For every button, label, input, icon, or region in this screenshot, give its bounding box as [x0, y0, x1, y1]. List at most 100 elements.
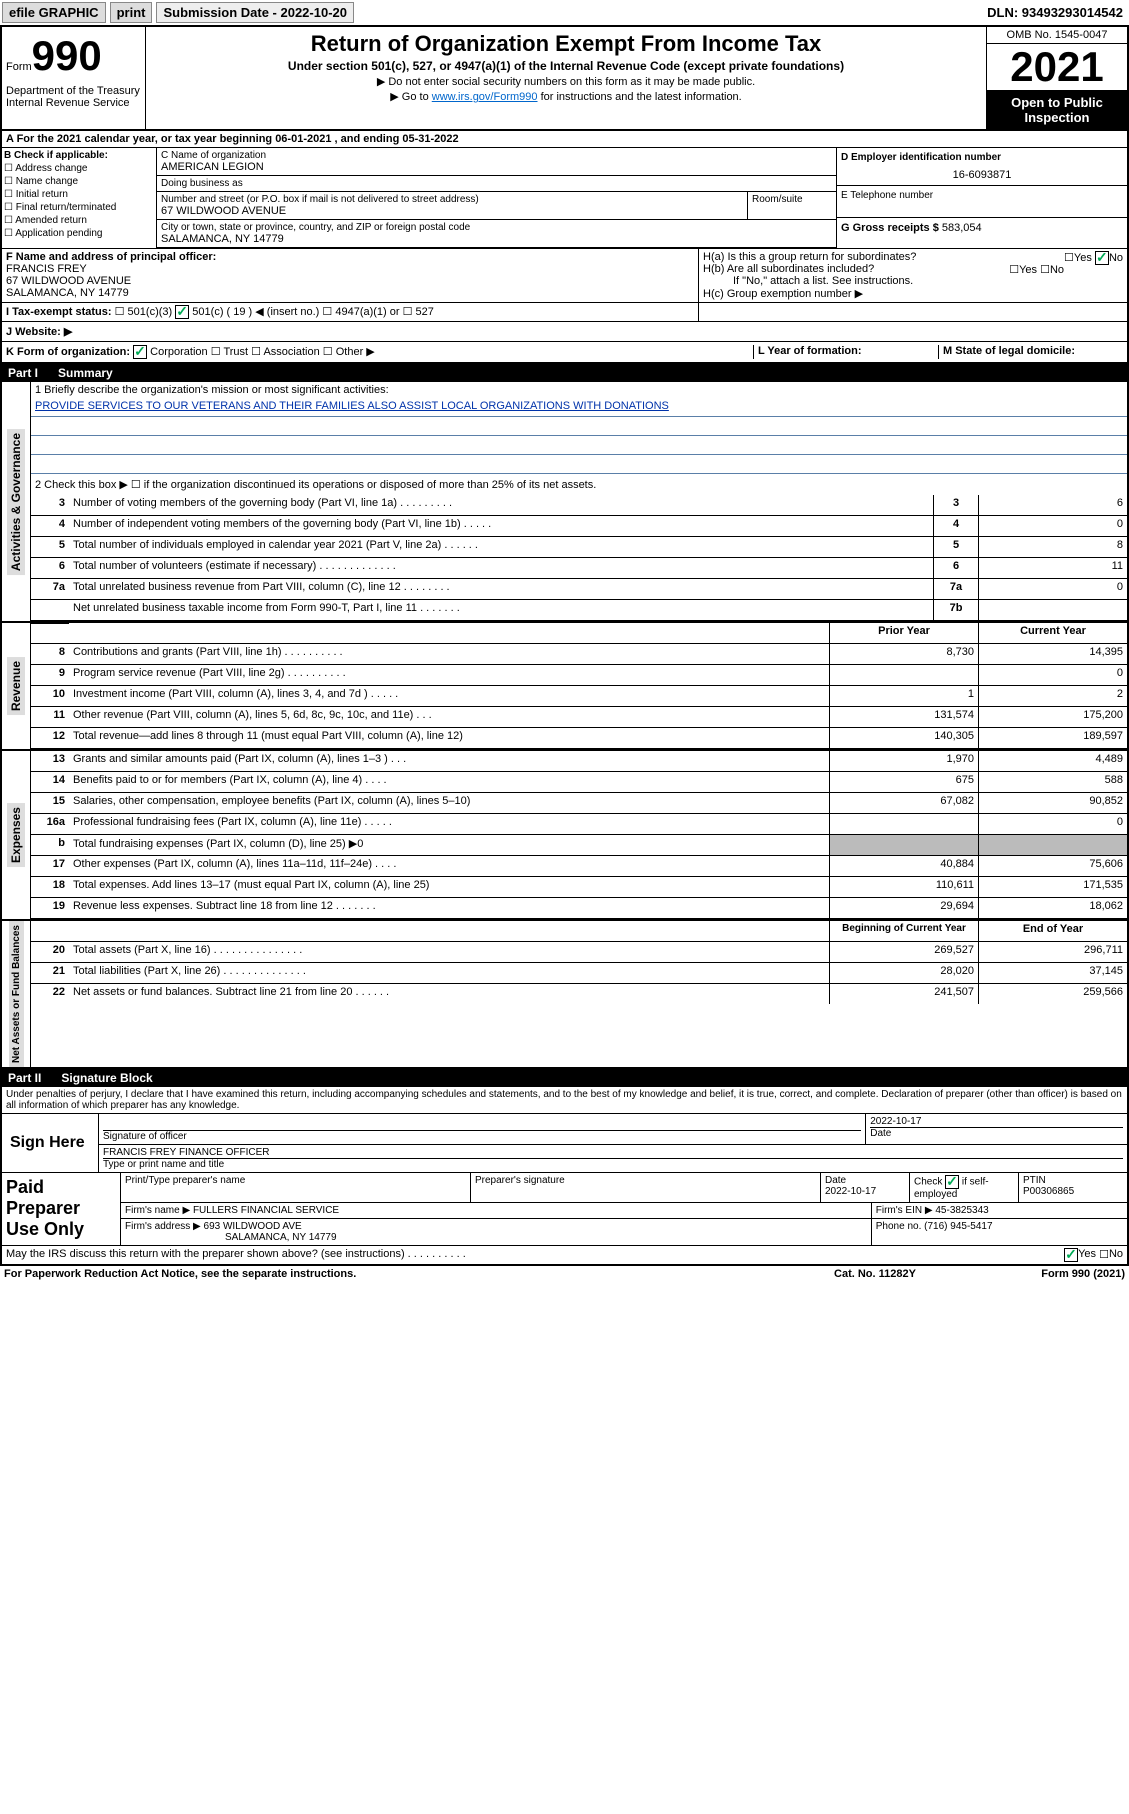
netassets-label: Net Assets or Fund Balances	[9, 921, 24, 1067]
revenue-row: 11Other revenue (Part VIII, column (A), …	[31, 707, 1127, 728]
officer-name-cell: FRANCIS FREY FINANCE OFFICER Type or pri…	[99, 1145, 1127, 1172]
governance-label: Activities & Governance	[7, 429, 25, 575]
group-return-section: H(a) Is this a group return for subordin…	[699, 249, 1127, 302]
gov-row: 7aTotal unrelated business revenue from …	[31, 579, 1127, 600]
prep-date-cell: Date 2022-10-17	[821, 1173, 910, 1202]
corp-check[interactable]	[133, 345, 147, 359]
governance-section: 1 Briefly describe the organization's mi…	[31, 382, 1127, 621]
efile-button[interactable]: efile GRAPHIC	[2, 2, 106, 23]
prior-year-header: Prior Year	[829, 623, 978, 643]
firm-ein-label: Firm's EIN ▶	[876, 1205, 933, 1216]
row-k: K Form of organization: Corporation ☐ Tr…	[0, 342, 1129, 364]
firm-name-cell: Firm's name ▶ FULLERS FINANCIAL SERVICE	[121, 1203, 872, 1218]
part2-header: Part II Signature Block	[0, 1069, 1129, 1087]
netassets-row: 21Total liabilities (Part X, line 26) . …	[31, 963, 1127, 984]
gross-receipts-cell: G Gross receipts $ 583,054	[837, 218, 1127, 249]
part1-subtitle: Summary	[58, 366, 113, 380]
submission-date: Submission Date - 2022-10-20	[156, 2, 354, 23]
mission-blank3	[31, 455, 1127, 474]
form-header: Form990 Department of the Treasury Inter…	[0, 25, 1129, 131]
dba-cell: Doing business as	[157, 176, 836, 192]
association[interactable]: Association	[263, 346, 319, 358]
expense-row: 19Revenue less expenses. Subtract line 1…	[31, 898, 1127, 919]
4947[interactable]: 4947(a)(1) or	[335, 306, 399, 318]
form-subtitle: Under section 501(c), 527, or 4947(a)(1)…	[154, 59, 978, 73]
part1-body: Activities & Governance 1 Briefly descri…	[0, 382, 1129, 1069]
footer-right: Form 990 (2021)	[975, 1268, 1125, 1280]
revenue-row: 9Program service revenue (Part VIII, lin…	[31, 665, 1127, 686]
check-name-change[interactable]: ☐ Name change	[4, 176, 154, 187]
officer-addr2: SALAMANCA, NY 14779	[6, 287, 694, 299]
ha-yes[interactable]: Yes	[1074, 252, 1092, 264]
netassets-row: 22Net assets or fund balances. Subtract …	[31, 984, 1127, 1004]
527[interactable]: 527	[416, 306, 434, 318]
tax-year: 2021	[987, 44, 1127, 91]
footer-left: For Paperwork Reduction Act Notice, see …	[4, 1268, 775, 1280]
telephone-cell: E Telephone number	[837, 186, 1127, 218]
org-info-block: B Check if applicable: ☐ Address change …	[0, 148, 1129, 249]
self-employed-check[interactable]	[945, 1175, 959, 1189]
check-final-return[interactable]: ☐ Final return/terminated	[4, 202, 154, 213]
mission-text: PROVIDE SERVICES TO OUR VETERANS AND THE…	[31, 398, 1127, 417]
org-name: AMERICAN LEGION	[161, 161, 832, 173]
row-j-website: J Website: ▶	[0, 322, 1129, 342]
print-button[interactable]: print	[110, 2, 153, 23]
open-to-public: Open to Public Inspection	[987, 91, 1127, 129]
irs-link[interactable]: www.irs.gov/Form990	[432, 91, 538, 103]
officer-name: FRANCIS FREY	[6, 263, 694, 275]
may-irs-row: May the IRS discuss this return with the…	[2, 1245, 1127, 1264]
gov-row: 6Total number of volunteers (estimate if…	[31, 558, 1127, 579]
form-title: Return of Organization Exempt From Incom…	[154, 31, 978, 57]
form-label: Form	[6, 61, 32, 73]
gov-row: Net unrelated business taxable income fr…	[31, 600, 1127, 621]
principal-officer: F Name and address of principal officer:…	[2, 249, 699, 302]
column-b: B Check if applicable: ☐ Address change …	[2, 148, 157, 248]
check-address-change[interactable]: ☐ Address change	[4, 163, 154, 174]
officer-addr1: 67 WILDWOOD AVENUE	[6, 275, 694, 287]
omb-number: OMB No. 1545-0047	[987, 27, 1127, 44]
netassets-header: Beginning of Current Year End of Year	[31, 921, 1127, 942]
expense-row: 15Salaries, other compensation, employee…	[31, 793, 1127, 814]
phone-label: Phone no.	[876, 1221, 922, 1232]
sign-here-row: Sign Here Signature of officer 2022-10-1…	[2, 1113, 1127, 1172]
current-year-header: Current Year	[978, 623, 1127, 643]
row-i-right	[699, 303, 1127, 321]
501c3[interactable]: 501(c)(3)	[128, 306, 173, 318]
part2-subtitle: Signature Block	[61, 1071, 152, 1085]
officer-label: F Name and address of principal officer:	[6, 251, 694, 263]
begin-year-header: Beginning of Current Year	[829, 921, 978, 941]
gross-value: 583,054	[942, 222, 982, 234]
mission-blank1	[31, 417, 1127, 436]
top-toolbar: efile GRAPHIC print Submission Date - 20…	[0, 0, 1129, 25]
501c-check[interactable]	[175, 305, 189, 319]
may-irs-no[interactable]: No	[1109, 1248, 1123, 1262]
form-org-label: K Form of organization:	[6, 346, 130, 358]
part1-title: Part I	[8, 366, 38, 380]
ein-label: D Employer identification number	[841, 152, 1123, 163]
expense-row: 18Total expenses. Add lines 13–17 (must …	[31, 877, 1127, 898]
other[interactable]: Other ▶	[336, 346, 375, 358]
expense-row: 14Benefits paid to or for members (Part …	[31, 772, 1127, 793]
hb-no[interactable]: No	[1050, 264, 1064, 276]
ha-no-check[interactable]	[1095, 251, 1109, 265]
may-irs-label: May the IRS discuss this return with the…	[6, 1248, 1064, 1262]
sign-here-label: Sign Here	[2, 1114, 98, 1172]
line2-discontinued: 2 Check this box ▶ ☐ if the organization…	[31, 474, 1127, 495]
check-application[interactable]: ☐ Application pending	[4, 228, 154, 239]
part2-title: Part II	[8, 1071, 41, 1085]
trust[interactable]: Trust	[223, 346, 248, 358]
may-irs-yes-check[interactable]	[1064, 1248, 1078, 1262]
paid-preparer-row: Paid Preparer Use Only Print/Type prepar…	[2, 1172, 1127, 1245]
goto-prefix: ▶ Go to	[390, 91, 431, 103]
address-value: 67 WILDWOOD AVENUE	[161, 205, 743, 217]
form-title-box: Return of Organization Exempt From Incom…	[146, 27, 986, 129]
firm-addr-label: Firm's address ▶	[125, 1221, 201, 1232]
hb-yes[interactable]: Yes	[1019, 264, 1037, 276]
check-amended[interactable]: ☐ Amended return	[4, 215, 154, 226]
phone-value: (716) 945-5417	[924, 1221, 992, 1232]
hb-label: H(b) Are all subordinates included?	[703, 263, 874, 275]
sig-date-label: Date	[870, 1128, 1123, 1139]
ein-cell: D Employer identification number 16-6093…	[837, 148, 1127, 186]
firm-name-value: FULLERS FINANCIAL SERVICE	[193, 1205, 339, 1216]
check-initial-return[interactable]: ☐ Initial return	[4, 189, 154, 200]
